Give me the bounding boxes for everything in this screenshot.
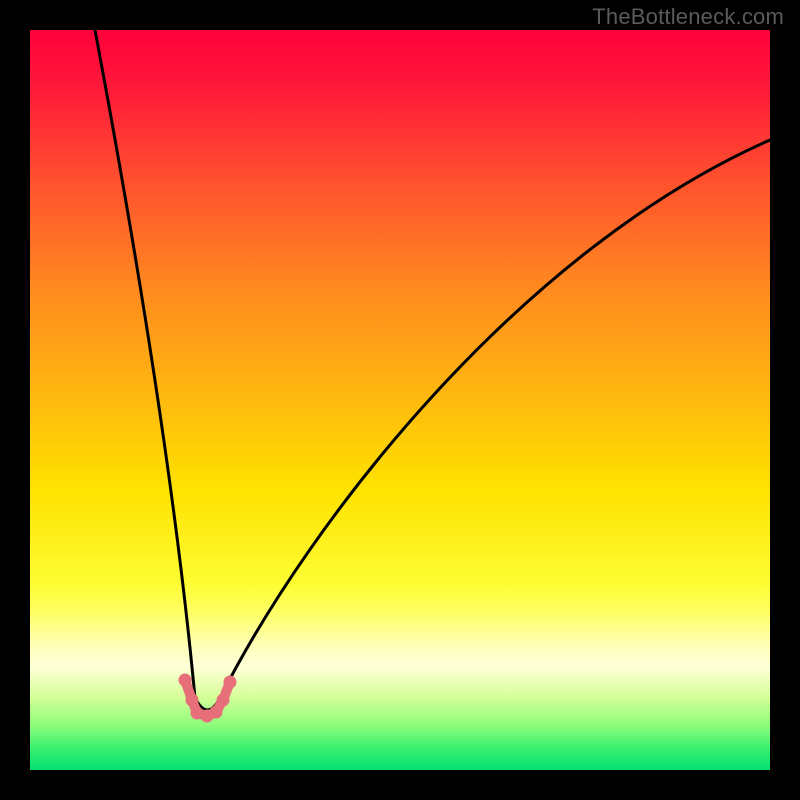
bottleneck-curve-chart — [0, 0, 800, 800]
trough-marker — [186, 694, 199, 707]
trough-marker — [210, 706, 223, 719]
chart-container: TheBottleneck.com — [0, 0, 800, 800]
watermark-text: TheBottleneck.com — [592, 4, 784, 30]
trough-marker — [224, 676, 237, 689]
trough-marker — [179, 674, 192, 687]
gradient-background — [30, 30, 770, 770]
trough-marker — [217, 694, 230, 707]
